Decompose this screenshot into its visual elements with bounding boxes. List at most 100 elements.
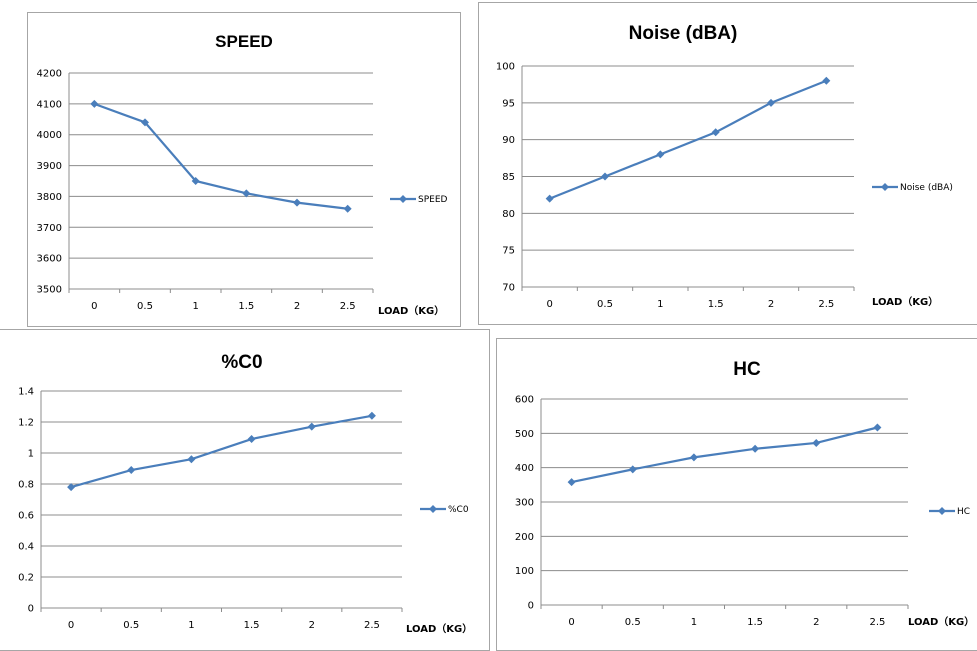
y-tick-label: 75: [502, 246, 515, 257]
x-tick-label: 0: [68, 620, 74, 631]
x-tick-label: 2.5: [364, 620, 380, 631]
y-tick-label: 300: [515, 498, 534, 509]
x-axis-label: LOAD（KG）: [378, 304, 444, 317]
hc-chart: HC 0 100 200 300 400 500 600 0 0.5 1 1.5 2 2.5 LOAD…: [515, 359, 974, 628]
data-point: [567, 478, 576, 487]
x-axis-label: LOAD（KG）: [872, 295, 938, 308]
y-tick-label: 600: [515, 395, 534, 406]
x-tick-label: 2.5: [340, 301, 356, 312]
y-tick-label: 200: [515, 532, 534, 543]
x-tick-label: 1: [657, 299, 663, 310]
y-tick-label: 1: [28, 449, 34, 460]
data-point: [689, 453, 698, 462]
series-line: [70, 414, 373, 489]
y-tick-label: 100: [496, 62, 515, 73]
data-point: [307, 422, 316, 431]
data-point: [90, 99, 99, 108]
y-tick-label: 4100: [37, 99, 62, 110]
co-chart-panel: %C0 0 0.2 0.4 0.6 0.8 1 1.2 1.4 0 0.5 1 1.5 2 2.5 LO…: [0, 329, 490, 651]
data-point: [293, 198, 301, 207]
chart-title: HC: [733, 359, 761, 380]
y-tick-label: 0.4: [18, 542, 34, 553]
y-tick-label: 0: [28, 604, 34, 615]
y-tick-label: 95: [502, 98, 515, 109]
x-axis-label: LOAD（KG）: [406, 622, 472, 635]
data-point: [711, 128, 720, 137]
data-point: [343, 204, 352, 213]
data-point: [545, 194, 554, 203]
data-point: [628, 465, 637, 474]
legend-label: %C0: [448, 505, 469, 515]
y-tick-label: 3900: [37, 161, 62, 172]
x-tick-label: 0.5: [625, 617, 641, 628]
x-tick-label: 1.5: [708, 299, 724, 310]
x-tick-label: 2: [294, 301, 300, 312]
data-point: [141, 118, 149, 127]
y-tick-label: 90: [502, 135, 515, 146]
chart-title: SPEED: [215, 32, 273, 51]
legend-label: Noise (dBA): [900, 183, 953, 193]
x-tick-label: 0.5: [137, 301, 153, 312]
y-tick-label: 0.6: [18, 511, 34, 522]
y-tick-label: 1.4: [18, 387, 34, 398]
data-point: [191, 177, 200, 185]
co-chart: %C0 0 0.2 0.4 0.6 0.8 1 1.2 1.4 0 0.5 1 1.5 2 2.5 LO…: [18, 352, 472, 635]
chart-title: %C0: [221, 352, 262, 373]
x-tick-label: 1.5: [747, 617, 763, 628]
x-tick-label: 1.5: [238, 301, 254, 312]
x-tick-label: 1.5: [244, 620, 260, 631]
x-tick-label: 2.5: [818, 299, 834, 310]
data-point: [873, 423, 882, 432]
data-point: [751, 444, 760, 453]
x-axis-label: LOAD（KG）: [908, 615, 974, 628]
y-tick-label: 1.2: [18, 418, 34, 429]
y-tick-label: 3500: [37, 285, 62, 296]
x-tick-label: 1: [192, 301, 198, 312]
series-line: [549, 79, 827, 200]
series-line: [571, 426, 878, 484]
legend-marker: [881, 183, 889, 191]
y-tick-label: 0.2: [18, 573, 34, 584]
noise-chart: Noise (dBA) 70 75 80 85 90 95 100 0 0.5 1 1.5 2 2.5…: [496, 23, 953, 310]
x-tick-label: 0.5: [123, 620, 139, 631]
y-tick-label: 0: [528, 601, 534, 612]
chart-title: Noise (dBA): [629, 23, 738, 44]
data-point: [601, 172, 609, 181]
y-tick-label: 3600: [37, 254, 62, 265]
data-point: [812, 438, 821, 447]
y-tick-label: 4200: [37, 69, 62, 80]
data-point: [247, 435, 256, 444]
y-tick-label: 3800: [37, 192, 62, 203]
speed-chart: SPEED 3500 3600 3700 3800 3900 4000 4100 4200 0…: [37, 32, 448, 317]
x-tick-label: 1: [691, 617, 697, 628]
y-tick-label: 80: [502, 209, 515, 220]
data-point: [67, 483, 76, 492]
x-tick-label: 2.5: [869, 617, 885, 628]
legend-marker: [429, 505, 437, 513]
x-tick-label: 0.5: [597, 299, 613, 310]
hc-chart-panel: HC 0 100 200 300 400 500 600 0 0.5 1 1.5 2 2.5 LOAD…: [496, 338, 977, 651]
legend-marker: [938, 507, 946, 515]
y-tick-label: 3700: [37, 223, 62, 234]
data-point: [822, 76, 831, 85]
y-tick-label: 4000: [37, 130, 62, 141]
y-tick-label: 500: [515, 429, 534, 440]
y-tick-label: 85: [502, 172, 515, 183]
data-point: [367, 411, 376, 420]
y-tick-label: 70: [502, 283, 515, 294]
x-tick-label: 0: [91, 301, 97, 312]
data-point: [127, 466, 136, 475]
y-tick-label: 400: [515, 463, 534, 474]
legend-marker: [399, 195, 407, 203]
data-point: [242, 189, 251, 198]
noise-chart-panel: Noise (dBA) 70 75 80 85 90 95 100 0 0.5 1 1.5 2 2.5…: [478, 2, 977, 325]
x-tick-label: 2: [813, 617, 819, 628]
data-point: [656, 150, 665, 159]
data-point: [187, 455, 196, 464]
legend-label: HC: [957, 507, 970, 517]
y-tick-label: 0.8: [18, 480, 34, 491]
x-tick-label: 2: [768, 299, 774, 310]
data-point: [767, 98, 775, 107]
x-tick-label: 2: [309, 620, 315, 631]
x-tick-label: 0: [568, 617, 574, 628]
